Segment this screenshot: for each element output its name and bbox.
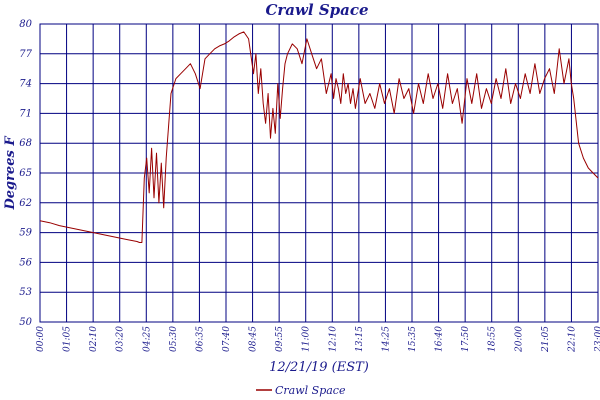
- x-tick-label: 04:25: [142, 326, 152, 352]
- y-tick-label: 65: [19, 168, 32, 179]
- plot-border: [39, 23, 599, 323]
- y-tick-label: 74: [19, 79, 32, 90]
- y-tick-label: 50: [19, 317, 32, 328]
- x-tick-label: 09:55: [275, 326, 285, 352]
- chart-title: Crawl Space: [265, 1, 368, 19]
- x-tick-label: 14:25: [381, 326, 391, 352]
- x-tick-label: 02:10: [89, 326, 99, 352]
- y-tick-label: 68: [19, 138, 32, 149]
- x-tick-label: 16:40: [435, 326, 445, 352]
- x-tick-label: 23:00: [594, 326, 600, 353]
- x-tick-label: 13:15: [355, 326, 365, 352]
- y-tick-label: 59: [19, 228, 32, 239]
- x-tick-label: 07:40: [222, 326, 232, 352]
- y-tick-label: 80: [19, 19, 32, 30]
- y-tick-label: 77: [19, 49, 32, 60]
- y-tick-label: 56: [19, 257, 32, 268]
- y-tick-label: 53: [19, 287, 32, 298]
- series-layer: [39, 31, 599, 243]
- x-axis-label: 12/21/19 (EST): [269, 360, 369, 375]
- x-tick-label: 17:50: [461, 326, 471, 352]
- x-tick-label: 11:00: [302, 326, 312, 352]
- y-axis-label: Degrees F: [3, 136, 18, 211]
- x-tick-label: 20:00: [514, 326, 524, 353]
- y-tick-label: 62: [19, 198, 32, 209]
- y-tick-label: 71: [19, 108, 32, 119]
- x-tick-label: 18:55: [488, 326, 498, 352]
- x-tick-label: 03:20: [116, 326, 126, 352]
- x-tick-label: 12:10: [328, 326, 338, 352]
- x-tick-label: 00:00: [36, 326, 46, 352]
- series-line-crawl-space: [39, 31, 599, 243]
- x-tick-label: 08:45: [249, 326, 259, 352]
- x-tick-label: 05:30: [169, 326, 179, 352]
- x-tick-label: 01:05: [63, 326, 73, 352]
- x-tick-label: 22:10: [567, 326, 577, 353]
- x-tick-label: 21:05: [541, 326, 551, 353]
- x-tick-label: 06:35: [195, 326, 205, 352]
- grid: [39, 23, 599, 323]
- x-tick-label: 15:35: [408, 326, 418, 352]
- legend: Crawl Space: [256, 384, 346, 397]
- legend-label: Crawl Space: [275, 384, 346, 397]
- tick-labels: 80 77 74 71 68 65 62 59 56 53 50 00:00 01:05 02:10 03:…: [19, 19, 600, 353]
